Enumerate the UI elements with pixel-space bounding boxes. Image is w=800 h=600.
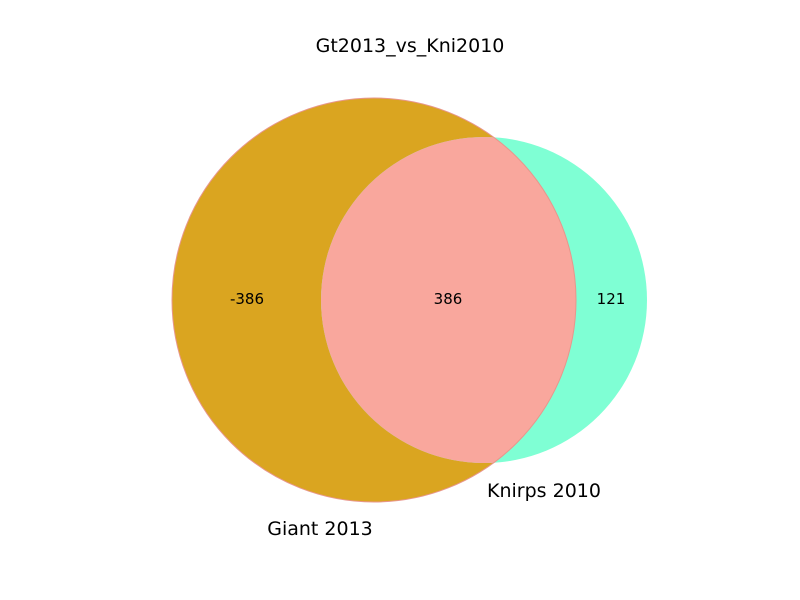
giant-2013-label: Giant 2013: [267, 518, 373, 540]
diagram-title: Gt2013_vs_Kni2010: [316, 35, 505, 57]
overlap-count: 386: [434, 290, 463, 308]
knirps-only-count: 121: [597, 290, 626, 308]
giant-only-count: -386: [230, 290, 264, 308]
knirps-2010-label: Knirps 2010: [487, 480, 601, 502]
giant-2013-edge: [171, 97, 577, 503]
